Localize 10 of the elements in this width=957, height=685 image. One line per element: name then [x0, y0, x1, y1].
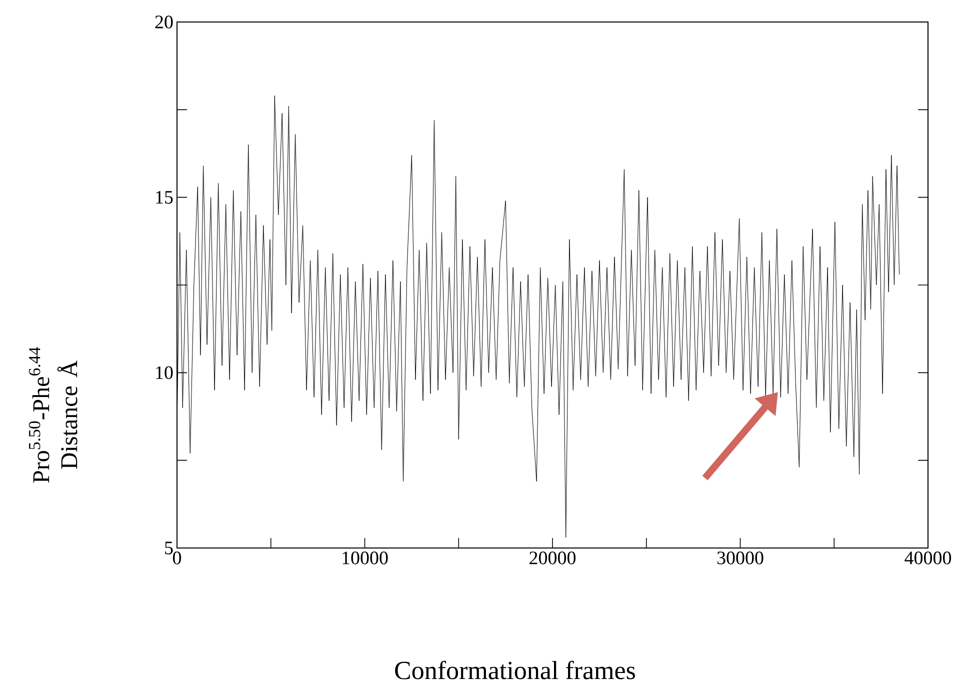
x-tick-label: 30000: [717, 552, 764, 564]
x-tick-label: 0: [172, 552, 182, 564]
y-tick-label: 10: [156, 366, 173, 380]
y-tick-label: 20: [155, 16, 173, 28]
x-tick-label: 40000: [904, 552, 952, 564]
x-tick-label: 20000: [530, 552, 576, 564]
x-axis-title: Conformational frames: [395, 660, 635, 680]
y-tick-label: 5: [165, 542, 173, 554]
x-tick-label: 10000: [342, 552, 388, 564]
y-tick-label: 15: [156, 190, 173, 204]
